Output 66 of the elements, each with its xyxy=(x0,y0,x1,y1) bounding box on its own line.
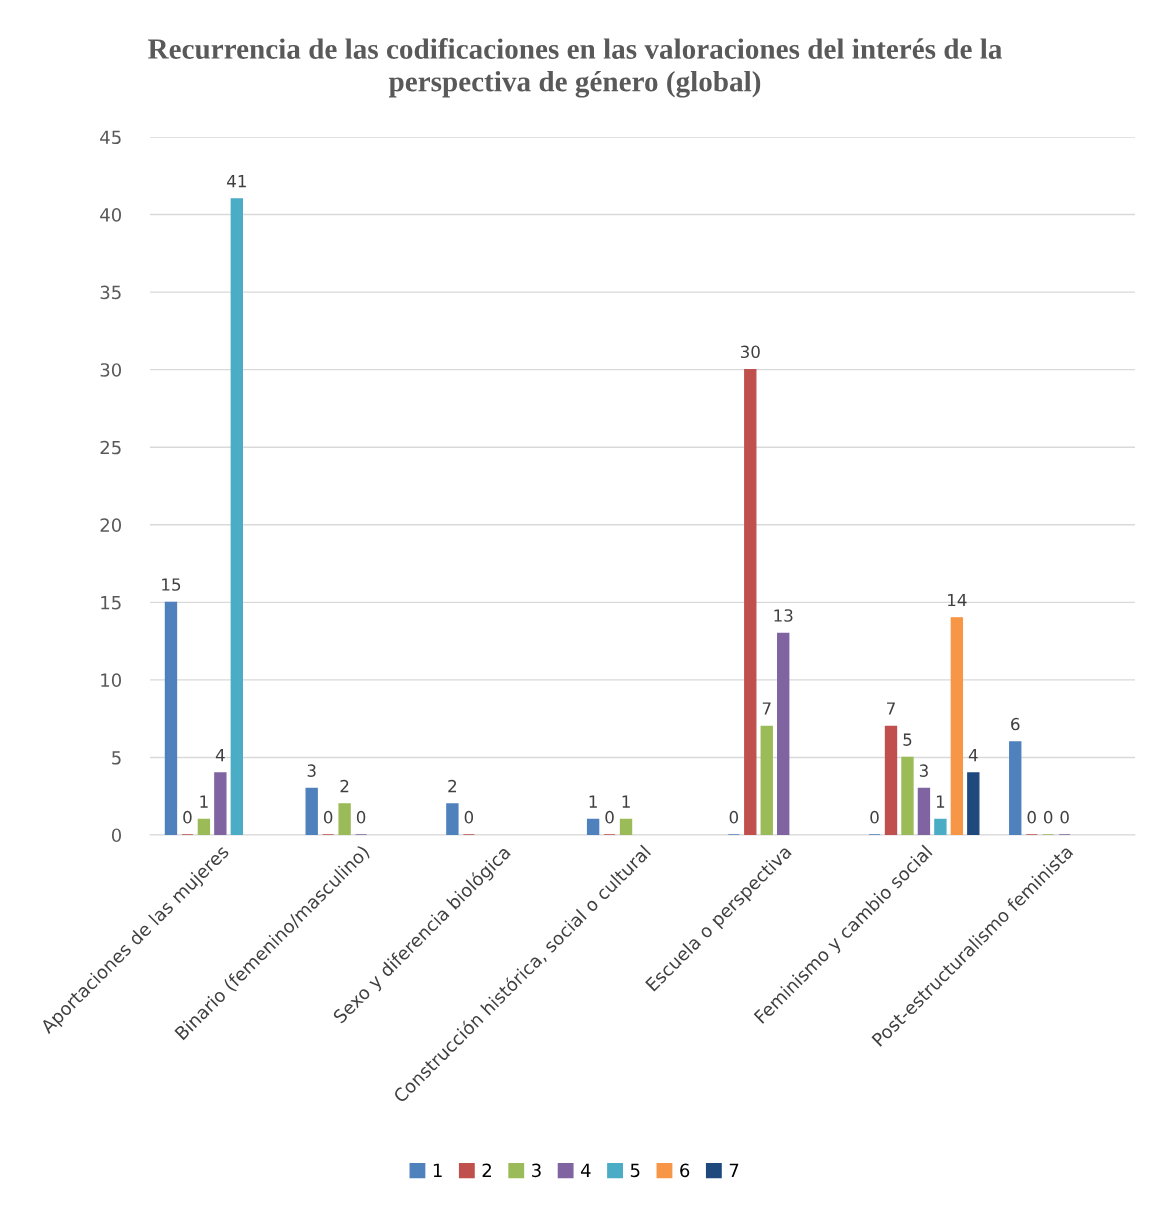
legend-label: 3 xyxy=(532,1163,541,1178)
bar xyxy=(446,803,459,835)
data-label: 0 xyxy=(464,810,474,824)
y-tick-label: 5 xyxy=(112,751,121,765)
bar xyxy=(934,818,947,835)
data-label: 0 xyxy=(1027,810,1036,824)
bar xyxy=(1009,741,1022,835)
bar xyxy=(744,368,757,835)
data-label: 30 xyxy=(740,345,760,359)
bar xyxy=(901,756,914,835)
bar xyxy=(586,818,600,835)
data-label: 2 xyxy=(448,779,457,793)
chart-title: Recurrencia de las codificaciones en las valoraciones del interés de la perspectiva de género (global) xyxy=(148,38,1002,98)
data-label: 3 xyxy=(919,764,928,777)
y-tick-label: 25 xyxy=(100,440,121,455)
y-tick-label: 35 xyxy=(100,285,121,300)
bar xyxy=(777,632,790,835)
data-label: 0 xyxy=(729,810,739,824)
data-label: 0 xyxy=(870,810,879,824)
bar xyxy=(967,772,980,835)
data-label: 7 xyxy=(762,702,771,715)
data-label: 14 xyxy=(948,593,967,607)
y-tick-label: 45 xyxy=(100,130,121,145)
bar xyxy=(338,803,351,835)
y-tick-label: 10 xyxy=(101,673,122,688)
data-label: 13 xyxy=(774,609,793,622)
data-label: 3 xyxy=(307,764,316,777)
bar xyxy=(197,818,211,835)
legend-label: 7 xyxy=(729,1163,739,1177)
data-label: 1 xyxy=(622,795,630,808)
data-label: 7 xyxy=(887,702,895,715)
data-label: 0 xyxy=(1060,810,1069,824)
data-label: 0 xyxy=(323,810,333,824)
bar xyxy=(950,617,964,835)
data-label: 4 xyxy=(968,749,978,762)
data-label: 0 xyxy=(356,810,366,824)
bar xyxy=(164,601,178,835)
bar xyxy=(305,787,318,835)
y-tick-label: 20 xyxy=(100,518,122,532)
data-label: 2 xyxy=(340,779,349,793)
data-label: 41 xyxy=(227,175,246,188)
bar xyxy=(214,772,227,835)
legend-label: 1 xyxy=(433,1163,442,1177)
y-tick-label: 30 xyxy=(100,363,122,377)
data-label: 5 xyxy=(903,733,912,746)
data-label: 1 xyxy=(936,795,945,808)
data-label: 1 xyxy=(589,795,597,808)
y-tick-label: 15 xyxy=(101,596,121,610)
bar xyxy=(917,787,931,835)
legend-label: 2 xyxy=(482,1163,491,1177)
data-label: 0 xyxy=(1043,810,1053,824)
bar xyxy=(230,198,244,835)
y-tick-label: 0 xyxy=(111,828,122,843)
bar xyxy=(760,725,773,835)
legend-label: 4 xyxy=(580,1163,591,1177)
data-label: 6 xyxy=(1011,717,1020,731)
y-tick-label: 40 xyxy=(100,208,122,222)
bar xyxy=(884,725,898,835)
data-label: 4 xyxy=(215,749,225,762)
legend-label: 6 xyxy=(680,1163,690,1178)
data-label: 1 xyxy=(200,795,208,808)
legend-label: 5 xyxy=(630,1163,640,1178)
data-label: 0 xyxy=(183,810,192,824)
data-label: 15 xyxy=(162,578,181,591)
data-label: 0 xyxy=(605,810,614,824)
bar xyxy=(619,818,633,835)
